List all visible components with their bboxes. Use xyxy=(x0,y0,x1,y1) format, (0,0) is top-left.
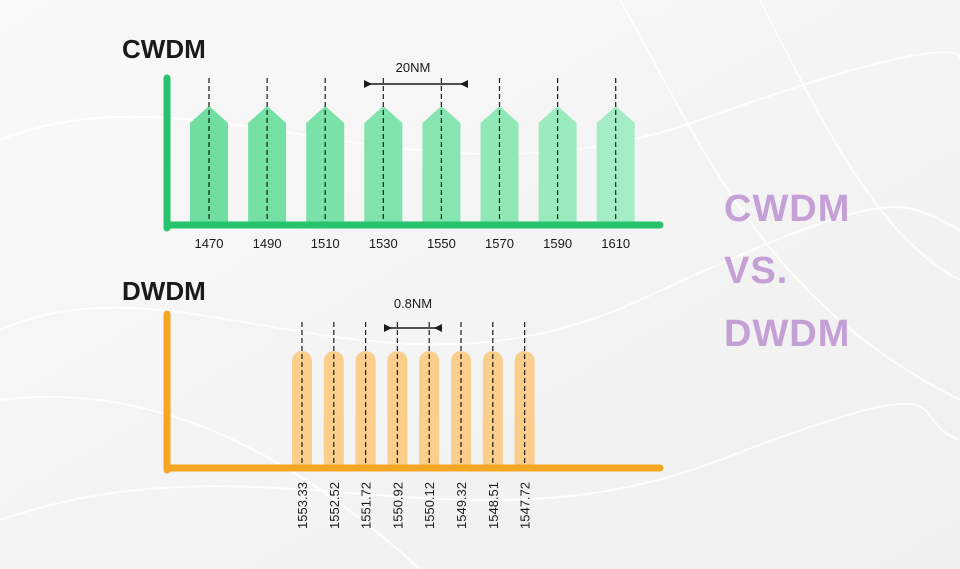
arrow-right-icon xyxy=(364,80,372,88)
arrow-left-icon xyxy=(434,324,442,332)
side-text-vs: VS. xyxy=(724,250,788,292)
dwdm-channel-bars xyxy=(292,351,535,466)
cwdm-channel-label: 1510 xyxy=(311,236,340,251)
cwdm-channel-bar xyxy=(538,106,577,222)
cwdm-channel-label: 1610 xyxy=(601,236,630,251)
cwdm-title: CWDM xyxy=(122,34,206,64)
cwdm-spacing-marker: 20NM xyxy=(364,60,468,88)
cwdm-channel-labels: 1470 1490 1510 1530 1550 1570 1590 1610 xyxy=(195,236,631,251)
cwdm-panel: CWDM 1470 1490 1510 1530 1550 1570 1590 1610 20… xyxy=(122,34,664,251)
dwdm-channel-label: 1550.92 xyxy=(390,482,405,529)
cwdm-channel-bar xyxy=(248,106,287,222)
side-text-cwdm: CWDM xyxy=(724,188,850,230)
dwdm-channel-label: 1553.33 xyxy=(295,482,310,529)
dwdm-channel-label: 1547.72 xyxy=(518,482,533,529)
dwdm-channel-label: 1548.51 xyxy=(486,482,501,529)
dwdm-spacing-label: 0.8NM xyxy=(394,296,432,311)
cwdm-channel-label: 1570 xyxy=(485,236,514,251)
cwdm-channel-label: 1530 xyxy=(369,236,398,251)
dwdm-channel-label: 1552.52 xyxy=(327,482,342,529)
dwdm-channel-label: 1551.72 xyxy=(359,482,374,529)
cwdm-channel-bars xyxy=(190,106,635,222)
dwdm-spacing-marker: 0.8NM xyxy=(384,296,442,332)
cwdm-channel-label: 1590 xyxy=(543,236,572,251)
cwdm-channel-label: 1550 xyxy=(427,236,456,251)
cwdm-channel-bar xyxy=(364,106,403,222)
dwdm-channel-label: 1549.32 xyxy=(454,482,469,529)
cwdm-channel-label: 1470 xyxy=(195,236,224,251)
cwdm-channel-bar xyxy=(190,106,228,222)
cwdm-spacing-label: 20NM xyxy=(396,60,431,75)
cwdm-channel-bar xyxy=(480,106,519,222)
cwdm-channel-bar xyxy=(596,106,635,222)
dwdm-panel: DWDM 1553.33 1552.52 1551.72 1550.92 1550.12… xyxy=(122,276,664,529)
cwdm-channel-bar xyxy=(422,106,461,222)
dwdm-title: DWDM xyxy=(122,276,206,306)
side-text-dwdm: DWDM xyxy=(724,313,850,355)
dwdm-channel-labels: 1553.33 1552.52 1551.72 1550.92 1550.12 1549.… xyxy=(295,482,533,529)
cwdm-channel-label: 1490 xyxy=(253,236,282,251)
dwdm-channel-label: 1550.12 xyxy=(422,482,437,529)
cwdm-channel-bar xyxy=(306,106,345,222)
arrow-left-icon xyxy=(460,80,468,88)
arrow-right-icon xyxy=(384,324,392,332)
comparison-heading: CWDM VS. DWDM xyxy=(724,188,850,355)
